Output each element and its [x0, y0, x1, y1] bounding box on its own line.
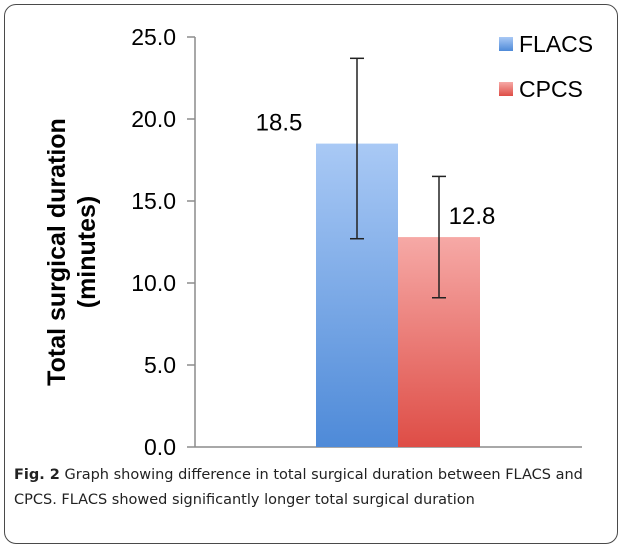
legend-label-flacs: FLACS: [519, 31, 593, 57]
data-label-flacs: 18.5: [256, 110, 303, 137]
figure-caption: Fig. 2 Graph showing difference in total…: [14, 463, 610, 513]
y-tick-label: 10.0: [131, 270, 176, 296]
y-axis-title-line-1: Total surgical duration: [43, 118, 71, 386]
y-axis-title-line-2: (minutes): [73, 196, 101, 309]
data-labels: 18.5 12.8: [256, 110, 496, 230]
error-bars: [350, 57, 446, 299]
y-tick-label: 20.0: [131, 106, 176, 132]
figure-frame: [4, 4, 618, 544]
caption-label: Fig. 2: [14, 467, 60, 483]
legend-label-cpcs: CPCS: [519, 76, 583, 102]
y-axis-title: Total surgical duration (minutes): [43, 118, 101, 386]
legend-swatch-flacs: [499, 37, 513, 51]
y-axis-ticks: 0.0 5.0 10.0 15.0 20.0 25.0: [131, 24, 195, 460]
bars: [316, 143, 480, 447]
legend: FLACS CPCS: [499, 31, 593, 102]
y-tick-label: 25.0: [131, 24, 176, 50]
legend-swatch-cpcs: [499, 82, 513, 96]
y-tick-label: 5.0: [144, 352, 176, 378]
caption-text: Graph showing difference in total surgic…: [14, 467, 583, 508]
y-tick-label: 15.0: [131, 188, 176, 214]
bar-chart: Total surgical duration (minutes) 0.0 5.0…: [43, 24, 593, 460]
y-tick-label: 0.0: [144, 434, 176, 460]
data-label-cpcs: 12.8: [449, 203, 496, 230]
